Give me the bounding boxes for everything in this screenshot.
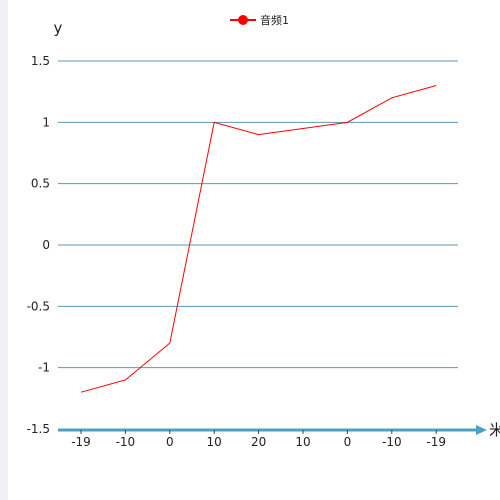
y-tick-label: -1 xyxy=(38,361,50,375)
legend[interactable]: 音频1 xyxy=(230,13,289,27)
series-layer xyxy=(80,85,437,393)
x-axis xyxy=(58,425,487,435)
x-tick-labels: -19 -10 0 10 20 10 0 -10 -19 xyxy=(71,430,446,449)
x-tick-label: 20 xyxy=(251,435,266,449)
x-axis-title: 米 xyxy=(489,421,500,439)
y-tick-label: 0.5 xyxy=(31,177,50,191)
x-tick-label: 0 xyxy=(166,435,174,449)
legend-series-label: 音频1 xyxy=(260,13,289,27)
chart-panel xyxy=(8,0,500,500)
x-tick-label: -10 xyxy=(382,435,402,449)
y-tick-label: 1.5 xyxy=(31,54,50,68)
y-tick-label: -1.5 xyxy=(27,422,50,436)
x-tick-label: -19 xyxy=(71,435,91,449)
x-tick-label: -19 xyxy=(426,435,446,449)
x-tick-label: 0 xyxy=(344,435,352,449)
y-tick-label: -0.5 xyxy=(27,299,50,313)
x-tick-label: -10 xyxy=(116,435,136,449)
y-axis-title: y xyxy=(54,19,63,37)
x-tick-label: 10 xyxy=(295,435,310,449)
legend-series-marker xyxy=(238,15,248,25)
x-axis-arrow xyxy=(476,425,487,435)
y-tick-labels: 1.5 1 0.5 0 -0.5 -1 -1.5 xyxy=(27,54,50,436)
x-tick-label: 10 xyxy=(207,435,222,449)
series-line xyxy=(80,85,437,393)
y-tick-label: 0 xyxy=(42,238,50,252)
y-tick-label: 1 xyxy=(42,115,50,129)
grid-lines xyxy=(58,60,458,369)
